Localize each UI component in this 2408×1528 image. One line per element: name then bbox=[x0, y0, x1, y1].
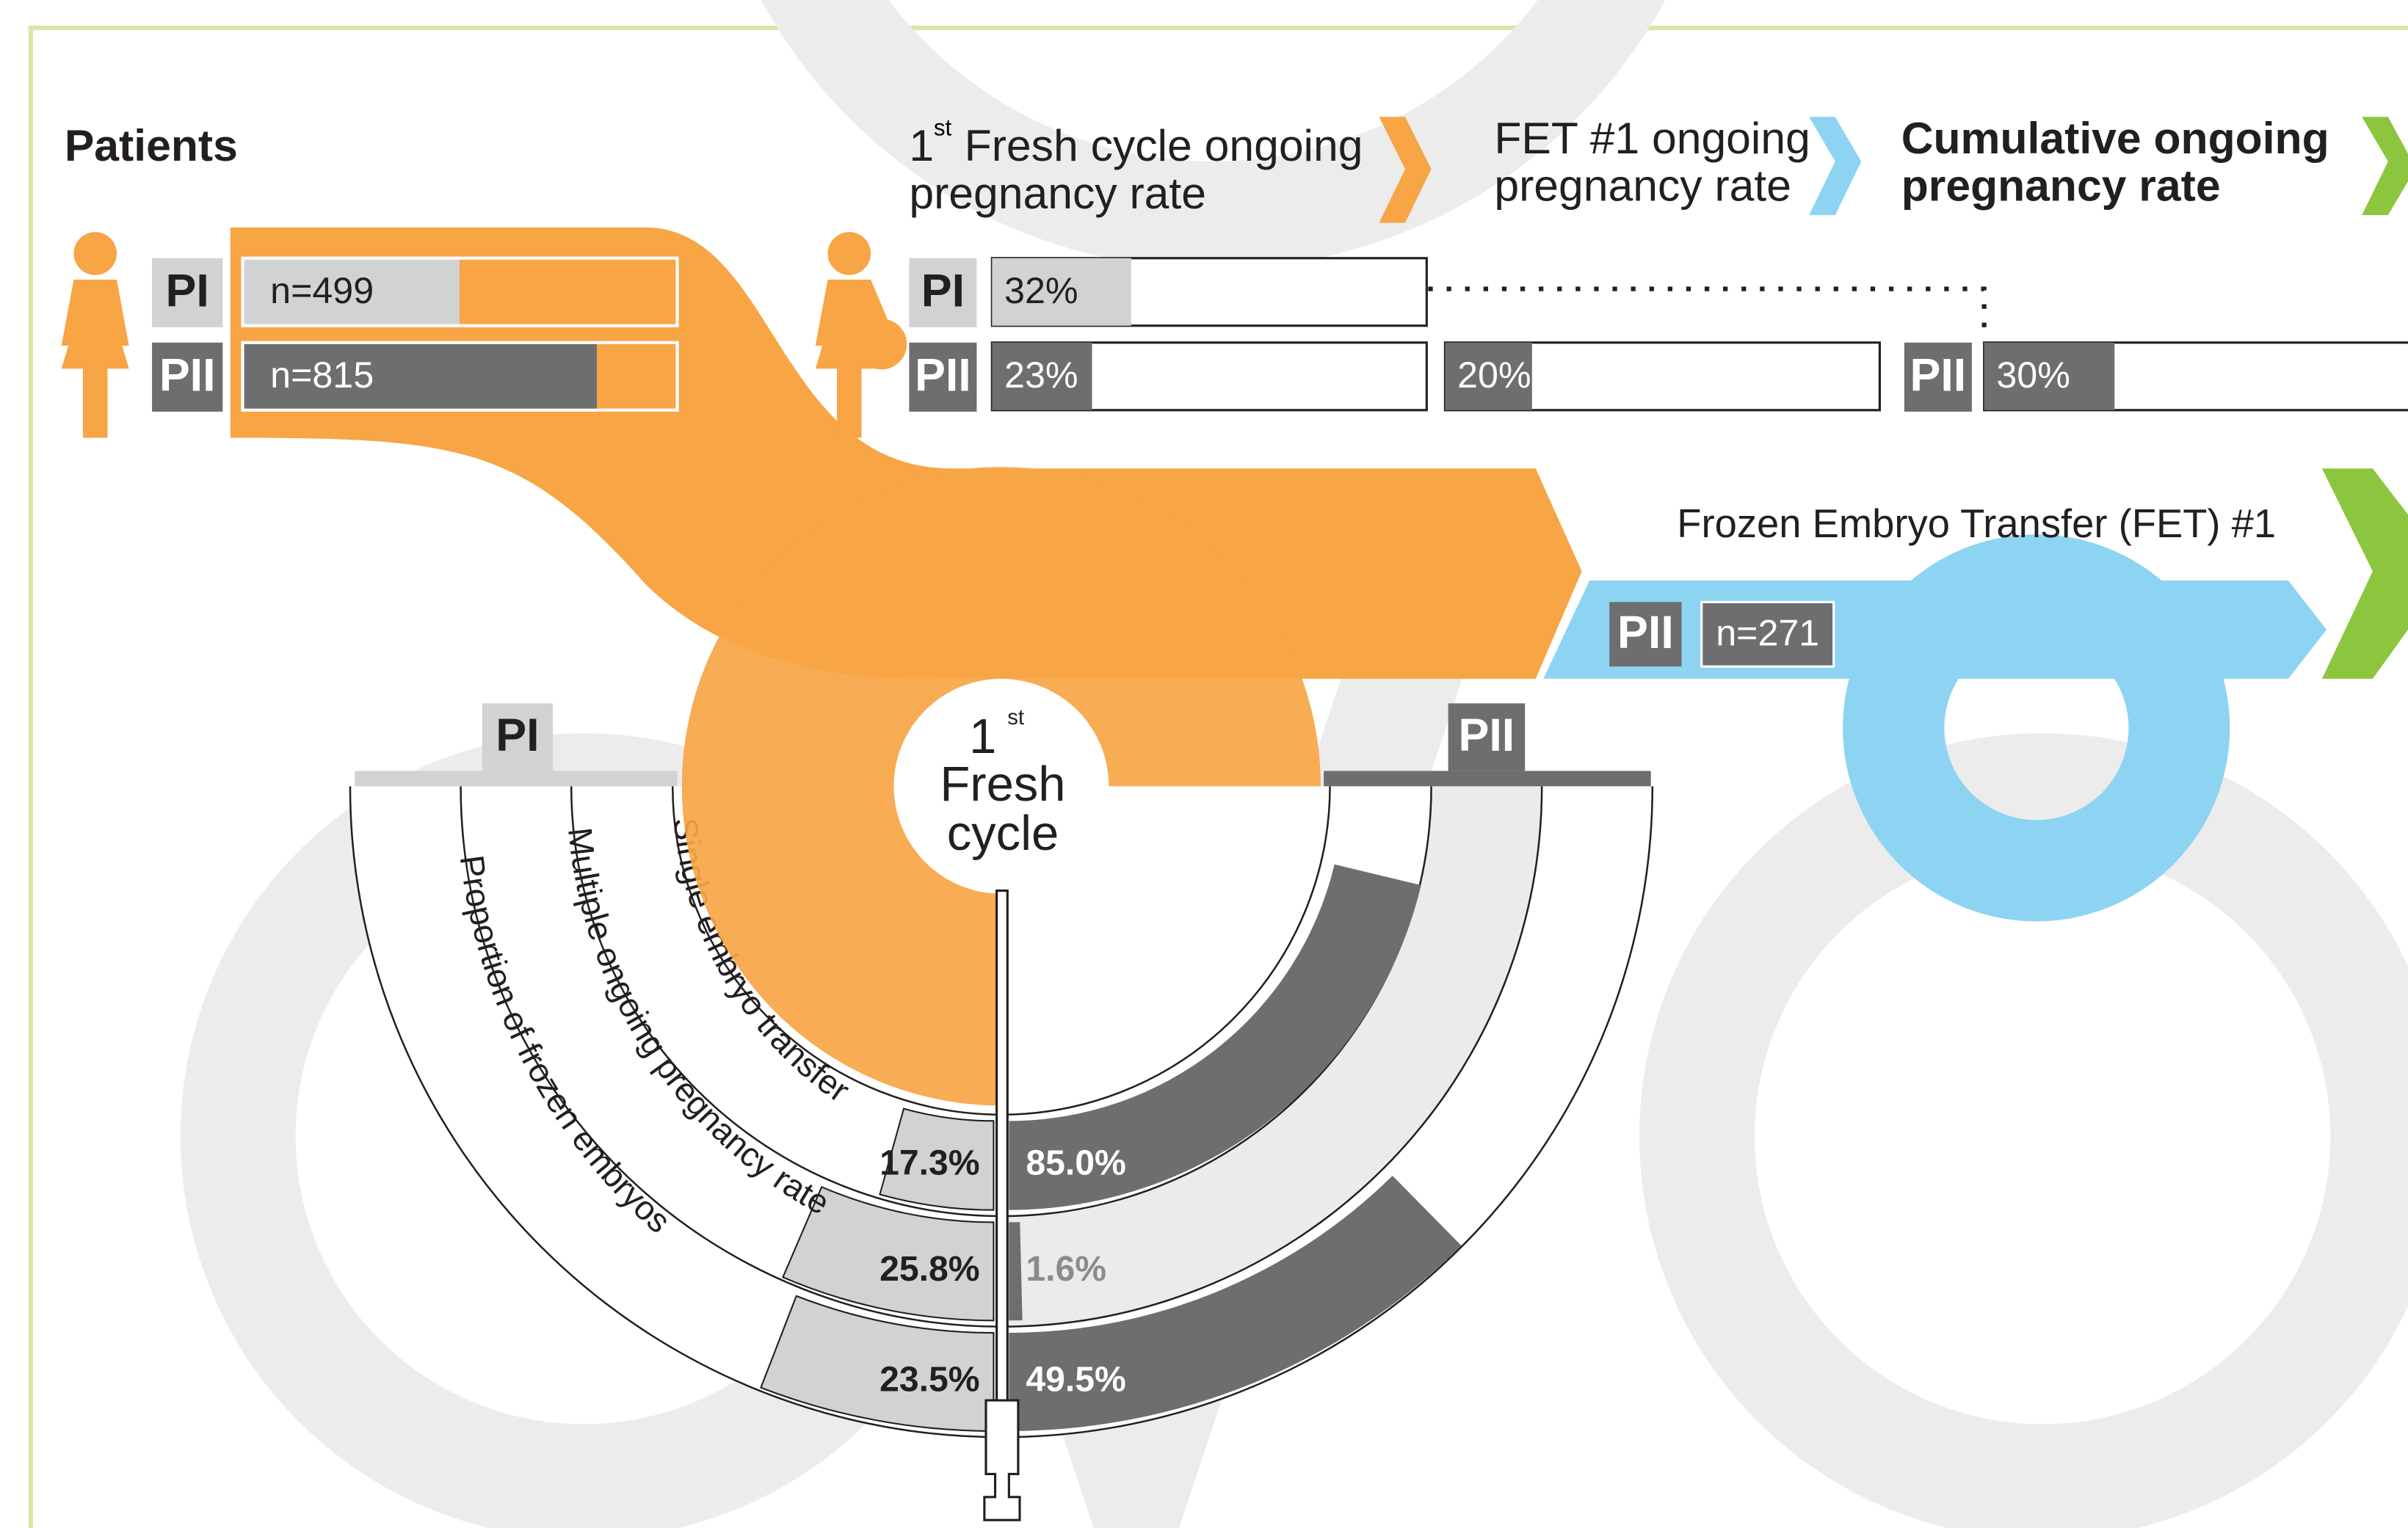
infographic: PIPII17.3%85.0%Single embryo transfer25.… bbox=[0, 0, 2408, 1528]
group-tag-label: PII bbox=[159, 350, 216, 401]
header-text: Cumulative ongoing bbox=[1901, 113, 2329, 163]
group-tag-label: PI bbox=[166, 265, 209, 316]
ring-value: 49.5% bbox=[1026, 1360, 1125, 1400]
dotted-connector bbox=[1428, 289, 1984, 330]
patients-title: Patients bbox=[65, 120, 238, 170]
group-bar bbox=[355, 771, 677, 786]
group-tag-label: PII bbox=[1910, 350, 1967, 401]
chevron bbox=[2362, 117, 2408, 215]
ring-value: 23.5% bbox=[880, 1360, 979, 1400]
ring-value: 25.8% bbox=[880, 1249, 979, 1289]
center-sup: st bbox=[1007, 705, 1024, 730]
rate-label: 32% bbox=[1004, 270, 1078, 311]
header-text: FET #1 ongoing bbox=[1494, 113, 1810, 163]
rate-label: 20% bbox=[1457, 354, 1531, 396]
group-tag-label: PI bbox=[496, 710, 539, 761]
fet-n: n=271 bbox=[1716, 613, 1819, 654]
rate-label: 23% bbox=[1004, 354, 1078, 396]
green-chevron bbox=[2322, 468, 2408, 679]
header-text: pregnancy rate bbox=[1494, 161, 1791, 211]
ring-value: 85.0% bbox=[1026, 1143, 1125, 1183]
fet-title: Frozen Embryo Transfer (FET) #1 bbox=[1677, 501, 2276, 546]
blue-cycle bbox=[1843, 534, 2230, 921]
group-tag-label: PI bbox=[921, 265, 965, 316]
center-text: Fresh bbox=[940, 757, 1065, 812]
header-text: 1 bbox=[909, 120, 934, 170]
group-tag-label: PII bbox=[915, 350, 971, 401]
ring-value: 17.3% bbox=[880, 1143, 979, 1183]
pregnant-icon bbox=[816, 232, 907, 437]
patients-label: n=499 bbox=[270, 270, 374, 311]
group-bar bbox=[1324, 771, 1651, 786]
chevron bbox=[1809, 117, 1861, 215]
rate-label: 30% bbox=[1996, 354, 2070, 396]
center-text: cycle bbox=[947, 806, 1059, 861]
ring-value: 1.6% bbox=[1026, 1249, 1106, 1289]
patients-label: n=815 bbox=[270, 354, 374, 396]
header-sup: st bbox=[934, 114, 952, 140]
group-tag-label: PII bbox=[1617, 607, 1674, 658]
header-text: pregnancy rate bbox=[909, 168, 1206, 218]
person-icon bbox=[62, 232, 129, 437]
header-text: Fresh cycle ongoing bbox=[965, 120, 1363, 170]
group-tag-label: PII bbox=[1459, 710, 1515, 761]
center-text: 1 bbox=[969, 709, 996, 764]
header-text: pregnancy rate bbox=[1901, 161, 2221, 211]
